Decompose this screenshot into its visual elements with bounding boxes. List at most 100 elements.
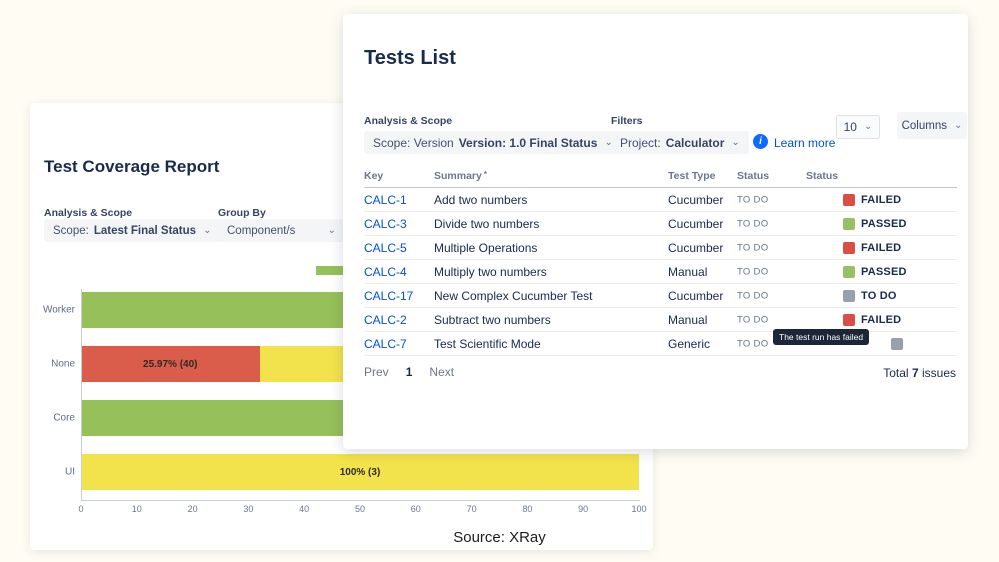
total-prefix: Total — [883, 366, 909, 380]
run-status-color-square[interactable] — [843, 217, 855, 230]
next-page-button[interactable]: Next — [429, 365, 455, 379]
chevron-down-icon: ⌄ — [604, 136, 613, 148]
column-header-status[interactable]: Status — [737, 170, 770, 182]
column-header-summary[interactable]: Summary * — [434, 170, 487, 182]
column-header-run-status[interactable]: Status — [806, 170, 839, 182]
coverage-report-title: Test Coverage Report — [44, 157, 220, 176]
filters-label: Filters — [611, 115, 643, 127]
learn-more-link[interactable]: Learn more — [774, 136, 836, 150]
column-header-test-type[interactable]: Test Type — [668, 170, 716, 182]
axis-tick-label: 50 — [354, 504, 366, 514]
table-row: CALC-1 Add two numbers Cucumber TO DO FAILED — [364, 188, 957, 212]
scope-prefix: Scope: — [53, 224, 89, 237]
workflow-status-text: TO DO — [737, 266, 769, 277]
column-header-key[interactable]: Key — [364, 170, 384, 182]
tests-list-panel: Tests List Analysis & Scope Scope: Versi… — [343, 14, 968, 449]
group-by-label: Group By — [218, 207, 266, 219]
issue-key-link[interactable]: CALC-7 — [364, 336, 407, 351]
run-status-cell: FAILED — [843, 241, 901, 254]
project-prefix: Project: — [620, 135, 661, 150]
page-size-select[interactable]: 10 ⌄ — [836, 115, 880, 139]
columns-button[interactable]: Columns ⌄ — [897, 112, 967, 139]
page-number-1[interactable]: 1 — [405, 365, 413, 379]
axis-tick-label: 60 — [410, 504, 421, 514]
axis-tick-label: 90 — [578, 504, 589, 514]
workflow-status-text: TO DO — [737, 338, 769, 349]
chart-category-label: Core — [53, 412, 75, 424]
run-status-color-square[interactable] — [843, 193, 855, 206]
issue-key-link[interactable]: CALC-17 — [364, 288, 414, 303]
test-run-tooltip: The test run has failed — [773, 329, 870, 345]
chevron-down-icon: ⌄ — [203, 224, 212, 236]
issue-key-link[interactable]: CALC-5 — [364, 240, 407, 255]
issue-key-link[interactable]: CALC-2 — [364, 312, 407, 327]
info-icon[interactable]: i — [753, 134, 768, 149]
summary-text: Multiply two numbers — [434, 264, 547, 279]
test-type-text: Cucumber — [668, 240, 724, 255]
issue-key-link[interactable]: CALC-1 — [364, 192, 407, 207]
tests-scope-dropdown[interactable]: Scope: Version Version: 1.0 Final Status ⌄ — [364, 131, 622, 154]
analysis-scope-label: Analysis & Scope — [364, 115, 453, 127]
columns-label: Columns — [901, 119, 947, 132]
issue-key-link[interactable]: CALC-3 — [364, 216, 407, 231]
summary-text: New Complex Cucumber Test — [434, 288, 593, 303]
axis-tick-label: 40 — [299, 504, 310, 514]
table-header-row: Key Summary * Test Type Status Status — [364, 169, 957, 188]
run-status-color-square[interactable] — [843, 289, 855, 302]
group-by-value: Component/s — [227, 224, 296, 237]
test-type-text: Cucumber — [668, 216, 724, 231]
pagination: Prev 1 Next — [364, 365, 454, 379]
axis-tick-label: 20 — [187, 504, 198, 514]
run-status-color-square[interactable] — [843, 241, 855, 254]
chevron-down-icon: ⌄ — [863, 121, 873, 132]
run-status-cell: PASSED — [843, 265, 907, 278]
axis-tick-label: 30 — [243, 504, 254, 514]
summary-text: Test Scientific Mode — [434, 336, 541, 351]
run-status-color-square[interactable] — [891, 337, 903, 350]
tests-table: Key Summary * Test Type Status Status CAL… — [364, 169, 957, 356]
project-value: Calculator — [665, 135, 725, 150]
group-by-dropdown[interactable]: Component/s ⌄ — [218, 219, 345, 242]
workflow-status-text: TO DO — [737, 194, 769, 205]
chart-track: 100% (3) — [81, 454, 639, 490]
test-type-text: Cucumber — [668, 192, 724, 207]
test-type-text: Cucumber — [668, 288, 724, 303]
chevron-down-icon: ⌄ — [731, 136, 740, 148]
run-status-label: PASSED — [861, 217, 907, 230]
summary-text: Divide two numbers — [434, 216, 540, 231]
workflow-status-text: TO DO — [737, 290, 769, 301]
workflow-status-text: TO DO — [737, 242, 769, 253]
axis-tick-label: 0 — [78, 504, 84, 514]
summary-text: Multiple Operations — [434, 240, 538, 255]
coverage-scope-dropdown[interactable]: Scope: Latest Final Status ⌄ — [44, 219, 221, 242]
page-size-value: 10 — [843, 120, 857, 134]
table-row: CALC-3 Divide two numbers Cucumber TO DO PAS… — [364, 212, 957, 236]
issue-key-link[interactable]: CALC-4 — [364, 264, 407, 279]
project-filter-dropdown[interactable]: Project: Calculator ⌄ — [611, 131, 749, 154]
chart-row: UI 100% (3) — [30, 454, 639, 490]
total-issues-count: Total 7 issues — [883, 366, 956, 380]
x-axis-ticks: 0 10 20 30 40 50 60 70 80 90 100 — [30, 504, 653, 516]
table-row: CALC-2 Subtract two numbers Manual TO DO FAI… — [364, 308, 957, 332]
run-status-cell: FAILED — [843, 193, 902, 206]
chart-category-label: UI — [65, 466, 75, 478]
analysis-scope-label: Analysis & Scope — [44, 207, 133, 219]
run-status-color-square[interactable] — [843, 313, 855, 326]
bar-segment-failed[interactable]: 25.97% (40) — [81, 346, 260, 382]
axis-tick-label: 70 — [466, 504, 477, 514]
run-status-color-square[interactable] — [843, 265, 855, 278]
chevron-down-icon: ⌄ — [327, 224, 336, 236]
run-status-cell: PASSED — [843, 217, 907, 230]
y-axis-line — [81, 289, 82, 500]
workflow-status-text: TO DO — [737, 314, 769, 325]
run-status-cell: FAILED — [843, 313, 901, 326]
column-header-summary-text: Summary — [434, 170, 482, 182]
prev-page-button[interactable]: Prev — [364, 365, 389, 379]
run-status-label: FAILED — [861, 193, 902, 206]
table-row: CALC-7 Test Scientific Mode Generic TO DO — [364, 332, 957, 356]
total-suffix: issues — [921, 366, 956, 380]
chart-legend-fragment — [316, 266, 366, 275]
total-count: 7 — [911, 366, 919, 380]
bar-segment-todo[interactable]: 100% (3) — [81, 454, 639, 490]
table-row: CALC-5 Multiple Operations Cucumber TO DO FA… — [364, 236, 957, 260]
